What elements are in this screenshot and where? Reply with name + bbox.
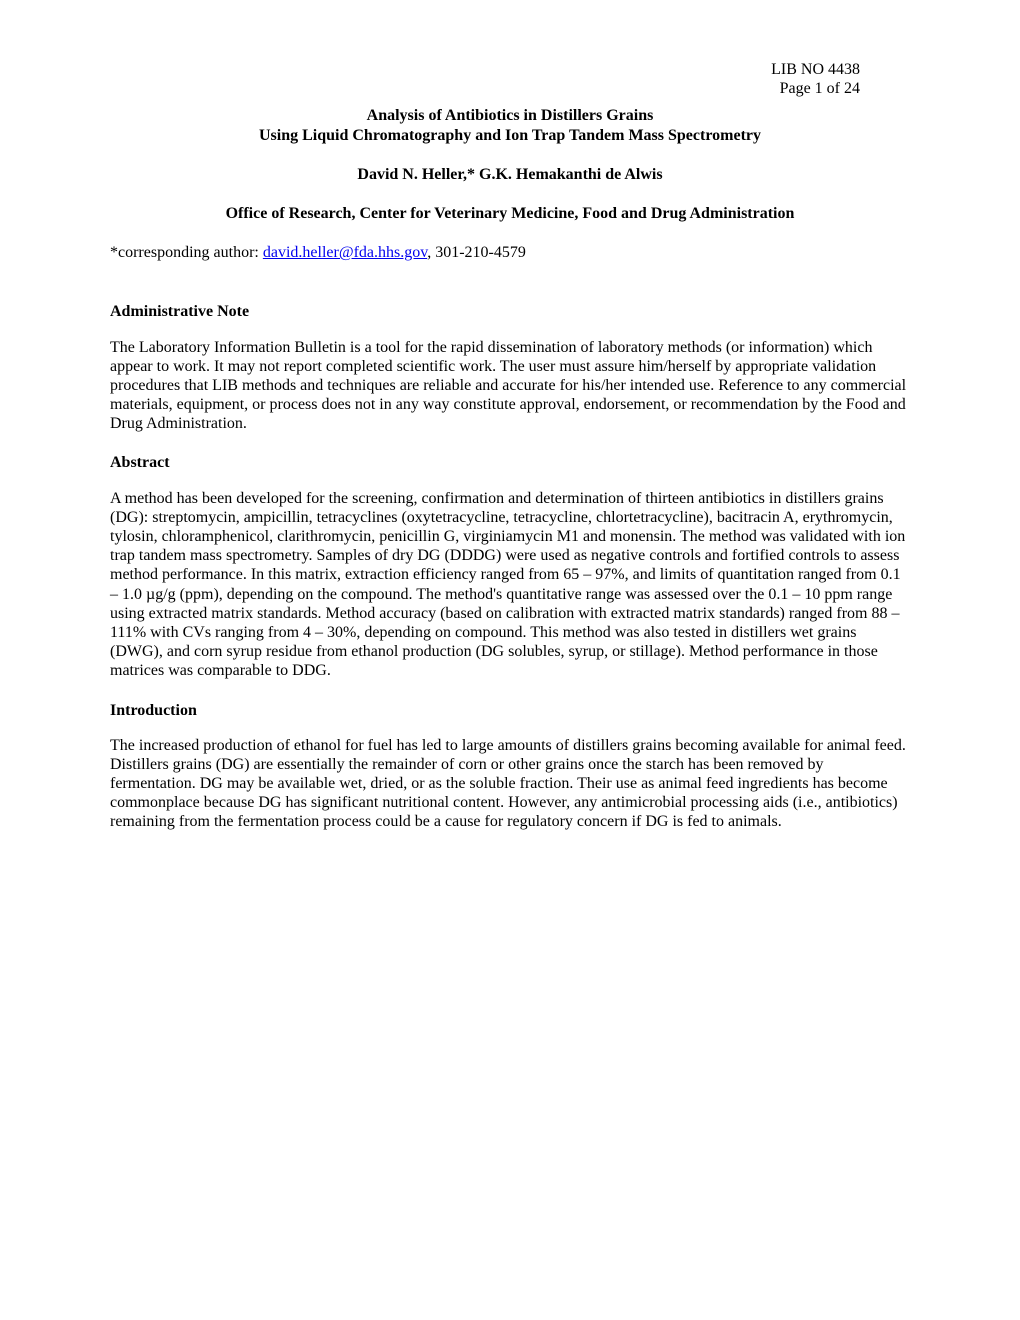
admin-note-heading: Administrative Note bbox=[110, 302, 910, 321]
title-line-2: Using Liquid Chromatography and Ion Trap… bbox=[110, 126, 910, 145]
introduction-heading: Introduction bbox=[110, 701, 910, 720]
title-line-1: Analysis of Antibiotics in Distillers Gr… bbox=[110, 106, 910, 125]
page-number: Page 1 of 24 bbox=[110, 79, 860, 98]
abstract-text: A method has been developed for the scre… bbox=[110, 489, 910, 681]
corresponding-suffix: , 301-210-4579 bbox=[427, 244, 526, 261]
lib-number: LIB NO 4438 bbox=[110, 60, 860, 79]
corresponding-author: *corresponding author: david.heller@fda.… bbox=[110, 243, 910, 262]
admin-note-text: The Laboratory Information Bulletin is a… bbox=[110, 338, 910, 434]
introduction-text: The increased production of ethanol for … bbox=[110, 736, 910, 832]
corresponding-prefix: *corresponding author: bbox=[110, 244, 263, 261]
email-link[interactable]: david.heller@fda.hhs.gov bbox=[263, 244, 427, 261]
document-title: Analysis of Antibiotics in Distillers Gr… bbox=[110, 106, 910, 144]
abstract-heading: Abstract bbox=[110, 453, 910, 472]
authors: David N. Heller,* G.K. Hemakanthi de Alw… bbox=[110, 165, 910, 184]
affiliation: Office of Research, Center for Veterinar… bbox=[110, 204, 910, 223]
page-header: LIB NO 4438 Page 1 of 24 bbox=[110, 60, 910, 98]
